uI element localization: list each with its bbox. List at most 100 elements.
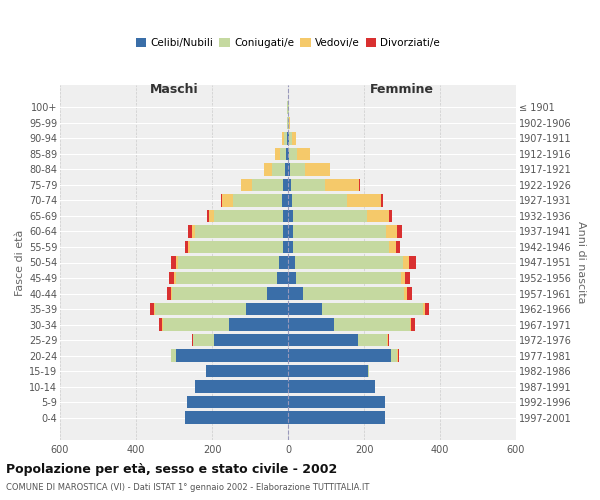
Bar (172, 288, 267, 300)
Y-axis label: Anni di nascita: Anni di nascita (575, 221, 586, 304)
Bar (389, 210, 392, 222)
Bar (288, 148, 289, 160)
Bar (288, 334, 358, 346)
Bar (288, 380, 376, 393)
Bar (404, 272, 410, 284)
Bar (407, 288, 412, 300)
Bar (401, 272, 404, 284)
Bar (289, 132, 292, 144)
Bar (391, 350, 397, 362)
Bar (252, 178, 283, 191)
Bar (289, 148, 297, 160)
Bar (292, 132, 296, 144)
Bar (397, 241, 400, 253)
Bar (288, 318, 334, 331)
Bar (295, 256, 403, 268)
Bar (195, 380, 288, 393)
Bar (287, 132, 288, 144)
Bar (292, 194, 347, 206)
Bar (296, 272, 401, 284)
Bar (176, 256, 178, 268)
Bar (388, 334, 389, 346)
Bar (229, 318, 288, 331)
Bar (411, 318, 415, 331)
Bar (387, 334, 388, 346)
Bar (293, 241, 389, 253)
Bar (151, 303, 154, 316)
Bar (169, 272, 175, 284)
Bar (358, 334, 387, 346)
Bar (305, 163, 330, 175)
Bar (185, 241, 188, 253)
Bar (288, 194, 292, 206)
Bar (278, 256, 288, 268)
Bar (209, 210, 214, 222)
Bar (322, 303, 423, 316)
Bar (397, 226, 403, 237)
Bar (282, 132, 284, 144)
Bar (288, 256, 295, 268)
Bar (288, 303, 322, 316)
Bar (280, 148, 286, 160)
Bar (163, 318, 229, 331)
Bar (178, 256, 278, 268)
Bar (425, 303, 430, 316)
Bar (288, 163, 290, 175)
Bar (288, 241, 293, 253)
Text: COMUNE DI MAROSTICA (VI) - Dati ISTAT 1° gennaio 2002 - Elaborazione TUTTITALIA.: COMUNE DI MAROSTICA (VI) - Dati ISTAT 1°… (6, 484, 370, 492)
Bar (404, 288, 407, 300)
Bar (214, 334, 288, 346)
Bar (291, 178, 325, 191)
Bar (359, 178, 360, 191)
Bar (192, 226, 195, 237)
Bar (172, 350, 176, 362)
Bar (290, 163, 305, 175)
Bar (206, 365, 288, 378)
Bar (288, 396, 385, 408)
Bar (288, 226, 293, 237)
Bar (233, 194, 283, 206)
Bar (175, 272, 176, 284)
Bar (288, 412, 385, 424)
Bar (214, 210, 283, 222)
Bar (170, 256, 176, 268)
Bar (283, 241, 288, 253)
Bar (283, 178, 288, 191)
Bar (288, 350, 391, 362)
Text: Maschi: Maschi (149, 84, 199, 96)
Bar (288, 272, 296, 284)
Text: Femmine: Femmine (370, 84, 434, 96)
Bar (285, 163, 288, 175)
Bar (275, 148, 280, 160)
Bar (386, 226, 397, 237)
Bar (293, 210, 367, 222)
Bar (410, 318, 411, 331)
Bar (167, 288, 172, 300)
Bar (288, 365, 368, 378)
Legend: Celibi/Nubili, Coniugati/e, Vedovi/e, Divorziati/e: Celibi/Nubili, Coniugati/e, Vedovi/e, Di… (131, 34, 445, 52)
Bar (221, 194, 233, 206)
Bar (207, 210, 209, 222)
Bar (155, 303, 246, 316)
Bar (195, 226, 283, 237)
Bar (154, 303, 155, 316)
Bar (288, 210, 293, 222)
Bar (185, 412, 288, 424)
Bar (267, 288, 288, 300)
Bar (325, 178, 359, 191)
Bar (389, 241, 397, 253)
Y-axis label: Fasce di età: Fasce di età (14, 230, 25, 296)
Bar (176, 350, 288, 362)
Bar (283, 194, 288, 206)
Bar (264, 163, 272, 175)
Bar (188, 226, 192, 237)
Bar (288, 288, 303, 300)
Bar (193, 334, 214, 346)
Bar (403, 256, 409, 268)
Bar (367, 210, 389, 222)
Bar (246, 303, 288, 316)
Bar (303, 288, 404, 300)
Bar (397, 350, 398, 362)
Bar (241, 178, 252, 191)
Bar (286, 148, 288, 160)
